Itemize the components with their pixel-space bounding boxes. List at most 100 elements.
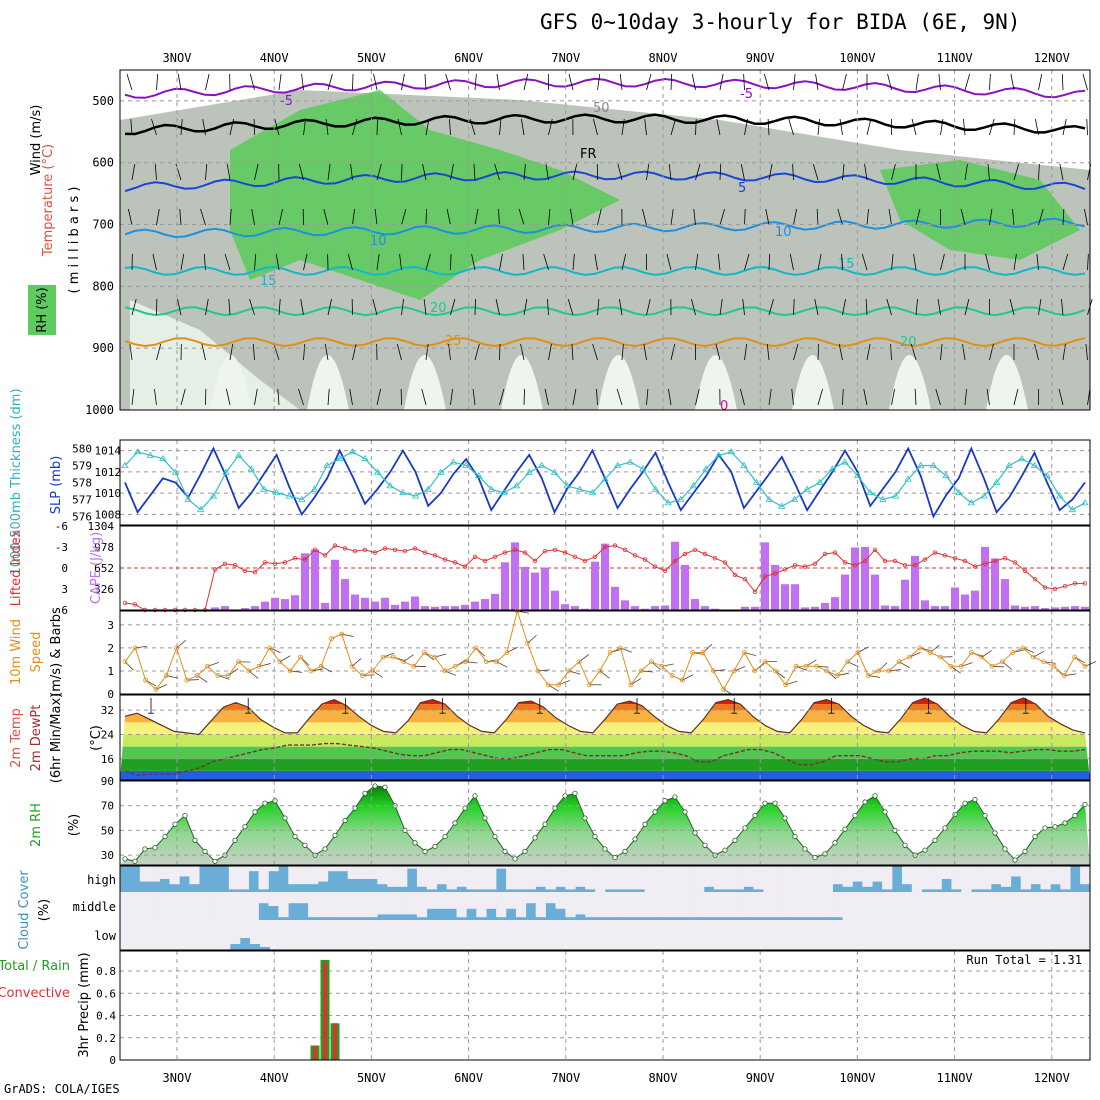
- cloud-clear-cell: [733, 866, 744, 890]
- cloud-clear-cell: [872, 892, 883, 920]
- cloud-clear-cell: [525, 892, 537, 904]
- slp-tick: 1008: [95, 508, 122, 521]
- lifted-index-point: [402, 549, 408, 554]
- cloud-clear-cell: [600, 920, 611, 950]
- wind-barb: [936, 163, 941, 181]
- thickness-point: [159, 454, 167, 462]
- cape-bar: [361, 597, 369, 610]
- rh-point: [372, 783, 378, 789]
- cloud-clear-cell: [703, 892, 715, 918]
- cloud-clear-cell: [882, 866, 893, 890]
- cloud-clear-cell: [1000, 920, 1011, 950]
- precip-tick: 0.6: [96, 987, 116, 1000]
- isotherm--5: [124, 77, 1086, 99]
- thickness-point: [651, 485, 660, 492]
- rh-point: [562, 793, 568, 799]
- rh-point: [622, 848, 628, 855]
- rh-point: [1042, 825, 1048, 831]
- wind-barb: [277, 388, 280, 406]
- cape-bar: [261, 601, 269, 610]
- wind-speed-point: [205, 663, 210, 669]
- wind-speed-point: [576, 659, 582, 665]
- lifted-index-point: [722, 560, 728, 565]
- cloud-clear-cell: [298, 892, 309, 904]
- wind-barb: [1062, 208, 1065, 226]
- lifted-index-point: [1032, 577, 1038, 582]
- cloud-clear-cell: [180, 920, 191, 950]
- contour-label: 20: [430, 301, 447, 316]
- wind-speed-point: [184, 677, 190, 683]
- thickness-point: [222, 468, 230, 475]
- lifted-index-point: [932, 550, 938, 555]
- lifted-index-point: [962, 558, 968, 564]
- cloud-clear-cell: [159, 866, 170, 879]
- wind-barb: [325, 118, 329, 136]
- thickness-point: [234, 451, 243, 458]
- lifted-index-point: [242, 568, 248, 573]
- cloud-clear-cell: [360, 920, 371, 950]
- wind-barb: [768, 163, 773, 181]
- wind-barb: [450, 253, 452, 271]
- wind-barb: [597, 73, 601, 91]
- temp-tick: 16: [101, 753, 114, 766]
- wind-speed-point: [979, 654, 985, 660]
- li-tick: -3: [55, 541, 68, 554]
- cloud-clear-cell: [169, 866, 180, 885]
- wind-barb: [224, 253, 231, 271]
- wind-barb: [474, 298, 476, 316]
- cloud-clear-cell: [436, 866, 447, 885]
- wind-barb: [691, 73, 696, 91]
- pressure-tick: 700: [92, 218, 114, 232]
- cloud-clear-cell: [410, 920, 421, 950]
- temp-band: [120, 734, 1090, 747]
- thickness-point: [424, 485, 432, 492]
- lifted-index-point: [1012, 560, 1018, 565]
- temp-label-3: (6hr Min/Max): [49, 693, 64, 783]
- rh-point: [582, 815, 588, 821]
- cloud-panel: high middle low: [73, 866, 1091, 950]
- wind-speed-point: [762, 659, 768, 665]
- wind-barb: [474, 73, 477, 91]
- wind-barb: [1038, 208, 1044, 226]
- wind-barb: [817, 343, 820, 361]
- cloud-clear-cell: [991, 892, 1002, 920]
- cloud-clear-cell: [120, 892, 131, 920]
- thickness-tick: 578: [72, 477, 92, 490]
- wind-barb: [817, 118, 820, 136]
- thickness-point: [866, 488, 874, 496]
- cloud-clear-cell: [340, 920, 351, 950]
- wind-speed-point: [236, 659, 241, 665]
- cloud-clear-cell: [990, 920, 1001, 950]
- wind-barb: [816, 208, 819, 226]
- cloud-clear-cell: [476, 866, 487, 890]
- wind-barb: [547, 298, 549, 316]
- cape-bar: [921, 600, 929, 610]
- cape-bar: [881, 605, 889, 610]
- cloud-clear-cell: [228, 866, 240, 890]
- wind-speed-point: [876, 668, 881, 674]
- wind-speed-point: [339, 631, 345, 637]
- wind-speed-point: [566, 668, 572, 674]
- temp-band: [120, 698, 1090, 705]
- temp-tick: 24: [101, 728, 115, 741]
- wind-barb: [523, 163, 526, 181]
- lifted-index-point: [842, 560, 848, 565]
- lifted-index-point: [362, 547, 368, 552]
- upper-air-frame: [119, 69, 1091, 411]
- wind-speed-point: [1000, 659, 1005, 665]
- cloud-clear-cell: [1070, 920, 1081, 950]
- wind-barb: [254, 388, 258, 406]
- cloud-clear-cell: [400, 920, 411, 950]
- temp-unit-label: (°C): [89, 725, 104, 751]
- wind-barb: [522, 253, 525, 271]
- wind-speed-point: [370, 668, 376, 674]
- wind-barb: [229, 208, 232, 226]
- cloud-clear-cell: [290, 920, 301, 950]
- cape-bar: [391, 604, 399, 610]
- thickness-tick: 579: [72, 460, 92, 473]
- lifted-index-point: [292, 556, 298, 561]
- cloud-clear-cell: [911, 892, 923, 920]
- wind-barb: [303, 253, 308, 271]
- thickness-point: [247, 465, 256, 472]
- wind-barb: [740, 163, 745, 181]
